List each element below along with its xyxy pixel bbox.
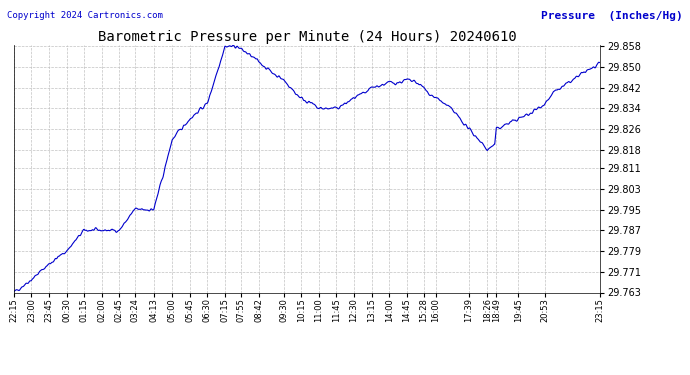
Text: Copyright 2024 Cartronics.com: Copyright 2024 Cartronics.com — [7, 11, 163, 20]
Title: Barometric Pressure per Minute (24 Hours) 20240610: Barometric Pressure per Minute (24 Hours… — [98, 30, 516, 44]
Text: Pressure  (Inches/Hg): Pressure (Inches/Hg) — [542, 11, 683, 21]
